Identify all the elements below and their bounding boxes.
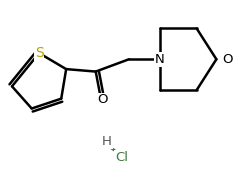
Text: O: O — [221, 53, 231, 66]
Text: S: S — [35, 46, 43, 60]
Text: H: H — [102, 135, 111, 148]
Text: Cl: Cl — [115, 151, 128, 164]
Text: O: O — [97, 93, 107, 106]
Text: N: N — [154, 53, 164, 66]
